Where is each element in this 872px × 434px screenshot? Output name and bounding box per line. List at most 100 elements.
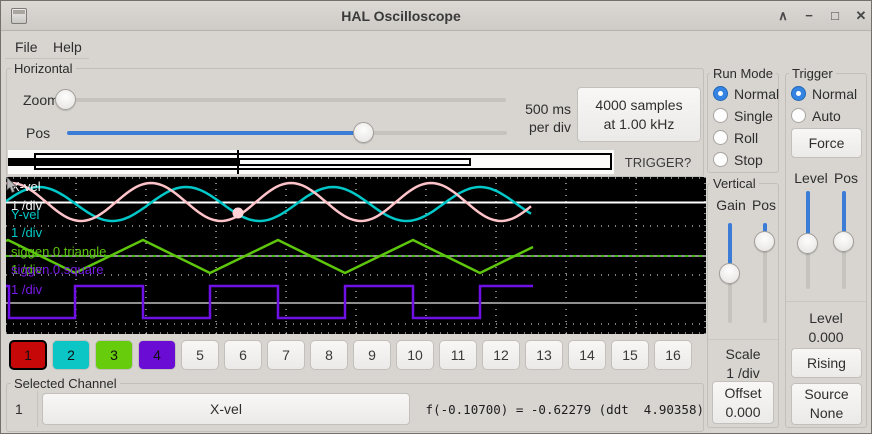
vpos-slider-label: Pos: [751, 197, 777, 213]
window-icon: [11, 8, 27, 24]
run-mode-roll-radio[interactable]: [713, 130, 728, 145]
trigger-level-readout-label: Level: [809, 310, 843, 326]
force-button[interactable]: Force: [791, 128, 862, 158]
record-position-bar: [8, 150, 614, 174]
scope-label-0: X-vel: [11, 179, 41, 194]
channel-source-button[interactable]: X-vel: [42, 393, 410, 425]
trigger-edge-button[interactable]: Rising: [791, 348, 862, 378]
menu-file[interactable]: File: [15, 39, 38, 55]
trigger-auto[interactable]: Auto: [791, 107, 841, 124]
scale-label: Scale: [725, 346, 761, 362]
menu-separator: [5, 58, 89, 59]
run-mode-group-label: Run Mode: [710, 67, 776, 80]
hpos-slider-fill: [67, 131, 363, 135]
channel-button-4[interactable]: 4: [138, 340, 176, 370]
channel-button-11[interactable]: 11: [439, 340, 477, 370]
channel-button-15[interactable]: 15: [611, 340, 649, 370]
scope-label-3: 1 /div: [11, 225, 43, 240]
channel-button-2[interactable]: 2: [52, 340, 90, 370]
samples-button[interactable]: 4000 samples at 1.00 kHz: [577, 87, 701, 142]
hpos-slider-handle[interactable]: [353, 122, 374, 143]
mouse-cursor-icon: [6, 177, 17, 194]
trigger-pos-slider-label: Pos: [833, 170, 859, 186]
zoom-slider-handle[interactable]: [55, 89, 76, 110]
menu-help[interactable]: Help: [53, 39, 82, 55]
scope-label-2: Y-vel: [11, 207, 40, 222]
trace-siggen.0.triangle: [6, 238, 534, 275]
scope-label-7: 1 /div: [11, 282, 43, 297]
trigger-source-label: Source: [804, 386, 849, 402]
scope-canvas: [6, 177, 706, 334]
scope-display[interactable]: X-vel 1 /div Y-vel 1 /div siggen.0.triangle 1…: [6, 177, 706, 334]
channel-button-8[interactable]: 8: [310, 340, 348, 370]
channel-button-1[interactable]: 1: [9, 340, 47, 370]
zoom-slider-track[interactable]: [56, 98, 506, 102]
channel-button-14[interactable]: 14: [568, 340, 606, 370]
run-mode-stop[interactable]: Stop: [713, 151, 763, 168]
channel-button-16[interactable]: 16: [654, 340, 692, 370]
force-button-label: Force: [808, 134, 845, 151]
trigger-source-value: None: [809, 405, 844, 421]
maximize-button[interactable]: □: [831, 8, 839, 23]
gain-slider-fill: [728, 223, 732, 274]
offset-button[interactable]: Offset 0.000: [712, 381, 774, 424]
trigger-auto-radio[interactable]: [791, 108, 806, 123]
trigger-pos-slider-handle[interactable]: [833, 231, 854, 252]
trigger-pos-slider-fill: [842, 191, 846, 242]
channel-button-10[interactable]: 10: [396, 340, 434, 370]
gain-slider-label: Gain: [716, 197, 746, 213]
trigger-group-label: Trigger: [789, 67, 836, 80]
channel-button-13[interactable]: 13: [525, 340, 563, 370]
close-button[interactable]: ✕: [855, 8, 867, 23]
vpos-slider-handle[interactable]: [754, 231, 775, 252]
record-view-outline: [238, 158, 471, 166]
run-mode-normal[interactable]: Normal: [713, 85, 779, 102]
horizontal-group: [6, 68, 704, 177]
trigger-source-button[interactable]: Source None: [791, 383, 862, 425]
vpos-slider-track[interactable]: [763, 223, 767, 323]
channel-button-3[interactable]: 3: [95, 340, 133, 370]
channel-button-9[interactable]: 9: [353, 340, 391, 370]
samples-rate: at 1.00 kHz: [603, 115, 675, 132]
scope-label-4: siggen.0.triangle: [11, 244, 107, 259]
shade-button[interactable]: ∧: [778, 8, 788, 23]
run-mode-roll[interactable]: Roll: [713, 129, 758, 146]
trigger-separator: [786, 301, 866, 302]
channel-button-5[interactable]: 5: [181, 340, 219, 370]
scope-label-6: siggen.0.square: [11, 262, 104, 277]
trigger-level-slider-handle[interactable]: [797, 233, 818, 254]
record-filled-bar: [8, 158, 238, 166]
trigger-level-slider-label: Level: [794, 170, 828, 186]
channel-button-6[interactable]: 6: [224, 340, 262, 370]
timebase-readout: 500 ms per div: [491, 100, 571, 136]
scale-value: 1 /div: [726, 365, 760, 381]
scope-label-5: 1 /div: [11, 262, 43, 277]
run-mode-stop-radio[interactable]: [713, 152, 728, 167]
gain-slider-handle[interactable]: [719, 263, 740, 284]
record-probe-tick: [237, 150, 239, 174]
trigger-normal[interactable]: Normal: [791, 85, 857, 102]
minimize-button[interactable]: −: [805, 8, 813, 23]
run-mode-stop-label: Stop: [734, 151, 763, 168]
channel-button-row: 1 2 3 4 5 6 7 8 9 10 11 12 13 14 15 16: [9, 340, 692, 370]
channel-button-12[interactable]: 12: [482, 340, 520, 370]
scale-readout: Scale 1 /div: [707, 345, 779, 383]
timebase-value: 500 ms: [525, 101, 571, 117]
probe-marker: [232, 207, 244, 219]
offset-value: 0.000: [725, 403, 761, 420]
run-mode-normal-radio[interactable]: [713, 86, 728, 101]
run-mode-single[interactable]: Single: [713, 107, 773, 124]
channel-button-7[interactable]: 7: [267, 340, 305, 370]
trigger-level-readout: Level 0.000: [785, 309, 867, 347]
zoom-slider-label: Zoom: [23, 92, 59, 108]
timebase-unit: per div: [528, 119, 571, 135]
selected-channel-group-label: Selected Channel: [11, 377, 120, 390]
trace-Y-vel: [6, 185, 532, 223]
trigger-normal-radio[interactable]: [791, 86, 806, 101]
selected-channel-number: 1: [15, 401, 23, 417]
trigger-normal-label: Normal: [812, 85, 858, 102]
run-mode-single-radio[interactable]: [713, 108, 728, 123]
trigger-status-label: TRIGGER?: [624, 155, 692, 170]
vertical-group-label: Vertical: [710, 177, 759, 190]
